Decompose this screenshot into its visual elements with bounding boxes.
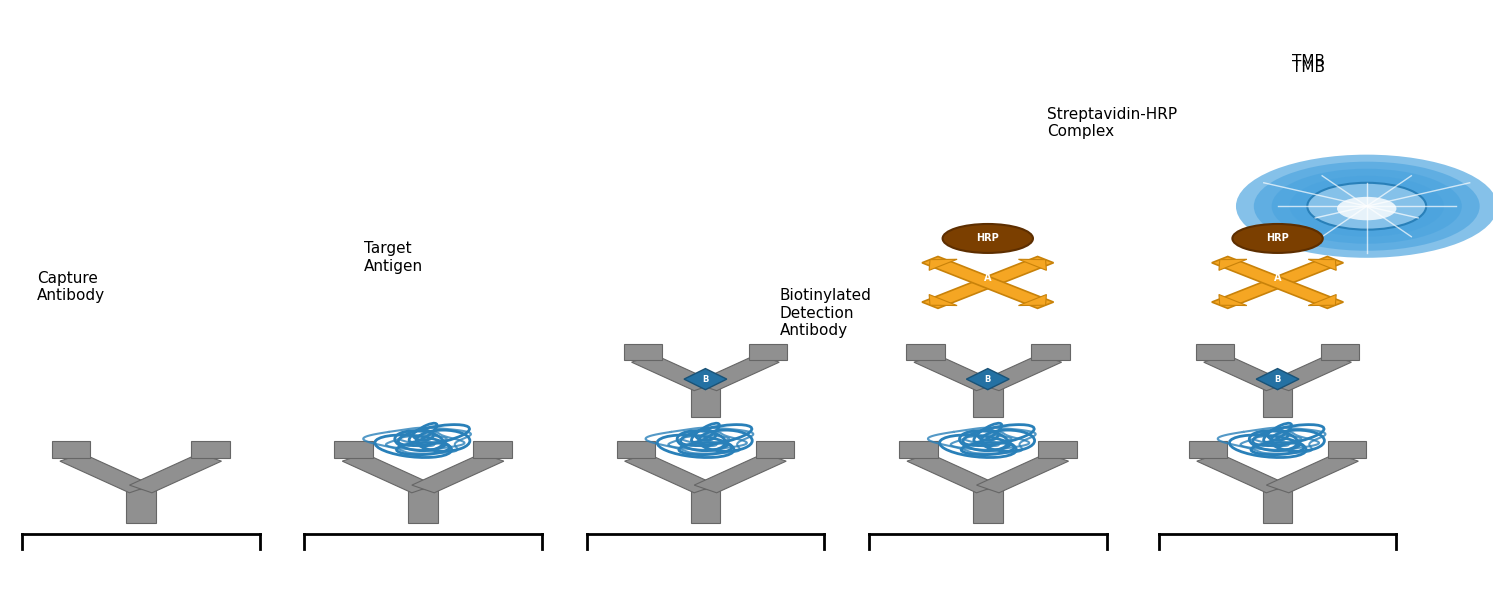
Polygon shape	[1263, 489, 1293, 523]
Circle shape	[1308, 183, 1426, 230]
Polygon shape	[1188, 442, 1227, 458]
Polygon shape	[1322, 344, 1359, 359]
Polygon shape	[976, 454, 1068, 493]
Polygon shape	[1263, 387, 1293, 417]
Text: A: A	[984, 273, 992, 283]
Polygon shape	[342, 454, 435, 493]
Polygon shape	[129, 454, 222, 493]
Polygon shape	[1212, 256, 1344, 308]
Polygon shape	[624, 454, 717, 493]
Ellipse shape	[942, 224, 1034, 253]
Polygon shape	[1266, 454, 1359, 493]
Polygon shape	[413, 454, 504, 493]
Polygon shape	[616, 442, 656, 458]
Text: TMB: TMB	[1293, 54, 1326, 69]
Text: Biotinylated
Detection
Antibody: Biotinylated Detection Antibody	[780, 288, 871, 338]
Circle shape	[1290, 176, 1444, 236]
Polygon shape	[1197, 454, 1288, 493]
Polygon shape	[53, 442, 90, 458]
Polygon shape	[1196, 344, 1234, 359]
Polygon shape	[748, 344, 788, 359]
Polygon shape	[1038, 442, 1077, 458]
Polygon shape	[1220, 259, 1246, 271]
Polygon shape	[908, 454, 999, 493]
Polygon shape	[690, 387, 720, 417]
Text: B: B	[984, 374, 992, 383]
Text: Streptavidin-HRP
Complex: Streptavidin-HRP Complex	[1047, 107, 1178, 139]
Polygon shape	[1308, 259, 1336, 271]
Polygon shape	[914, 355, 999, 391]
Polygon shape	[694, 454, 786, 493]
Polygon shape	[624, 344, 662, 359]
Polygon shape	[922, 256, 1053, 308]
Polygon shape	[906, 344, 945, 359]
Polygon shape	[1030, 344, 1069, 359]
Text: Target
Antigen: Target Antigen	[363, 241, 423, 274]
Text: B: B	[1275, 374, 1281, 383]
Ellipse shape	[1233, 224, 1323, 253]
Text: A: A	[1274, 273, 1281, 283]
Polygon shape	[1220, 295, 1246, 305]
Polygon shape	[694, 355, 778, 391]
Text: TMB: TMB	[1293, 59, 1326, 74]
Polygon shape	[1328, 442, 1366, 458]
Text: HRP: HRP	[976, 233, 999, 244]
Polygon shape	[60, 454, 152, 493]
Polygon shape	[1203, 355, 1288, 391]
Polygon shape	[1266, 355, 1352, 391]
Polygon shape	[1308, 295, 1336, 305]
Polygon shape	[408, 489, 438, 523]
Polygon shape	[928, 259, 957, 271]
Circle shape	[1236, 155, 1497, 258]
Polygon shape	[126, 489, 156, 523]
Polygon shape	[684, 368, 728, 389]
Polygon shape	[898, 442, 938, 458]
Polygon shape	[928, 295, 957, 305]
Polygon shape	[690, 489, 720, 523]
Circle shape	[1336, 197, 1396, 220]
Polygon shape	[966, 368, 1010, 389]
Polygon shape	[922, 256, 1053, 308]
Polygon shape	[1256, 368, 1299, 389]
Polygon shape	[1019, 259, 1047, 271]
Polygon shape	[190, 442, 230, 458]
Text: B: B	[702, 374, 708, 383]
Polygon shape	[1212, 256, 1344, 308]
Polygon shape	[976, 355, 1062, 391]
Polygon shape	[974, 387, 1002, 417]
Polygon shape	[632, 355, 717, 391]
Polygon shape	[1019, 295, 1047, 305]
Polygon shape	[334, 442, 374, 458]
Polygon shape	[974, 489, 1002, 523]
Polygon shape	[756, 442, 795, 458]
Text: Capture
Antibody: Capture Antibody	[36, 271, 105, 303]
Circle shape	[1272, 169, 1462, 244]
Polygon shape	[474, 442, 512, 458]
Text: HRP: HRP	[1266, 233, 1288, 244]
Circle shape	[1254, 161, 1479, 251]
